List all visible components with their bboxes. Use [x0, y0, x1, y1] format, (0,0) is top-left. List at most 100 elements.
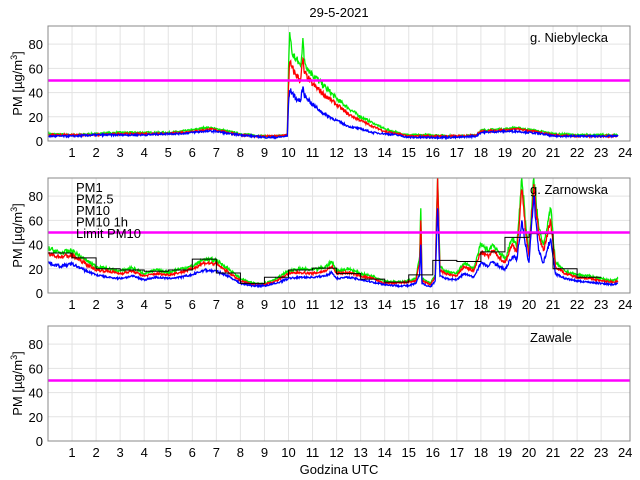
- y-tick-label: 0: [36, 286, 43, 301]
- x-tick-label: 10: [281, 297, 295, 312]
- x-tick-label: 21: [546, 445, 560, 460]
- legend-entry: PM1: [76, 180, 103, 195]
- station-label: Zawale: [530, 330, 572, 345]
- x-tick-label: 18: [474, 445, 488, 460]
- x-tick-label: 12: [329, 145, 343, 160]
- x-tick-label: 19: [498, 145, 512, 160]
- x-tick-label: 5: [165, 145, 172, 160]
- y-axis-label-bracket: ]: [10, 51, 25, 55]
- legend-entry: PM10 1h: [76, 215, 128, 230]
- x-tick-label: 12: [329, 445, 343, 460]
- y-tick-label: 40: [29, 86, 43, 101]
- y-axis-label-superscript: 3: [9, 355, 19, 360]
- plot-frame: [47, 177, 631, 294]
- x-tick-label: 20: [522, 297, 536, 312]
- x-tick-label: 7: [213, 297, 220, 312]
- x-tick-label: 18: [474, 297, 488, 312]
- x-tick-label: 1: [68, 145, 75, 160]
- y-tick-label: 0: [36, 434, 43, 449]
- x-tick-label: 4: [141, 445, 148, 460]
- x-tick-label: 8: [237, 297, 244, 312]
- x-tick-label: 4: [141, 297, 148, 312]
- station-label: g. Zarnowska: [530, 182, 609, 197]
- x-tick-label: 18: [474, 145, 488, 160]
- y-tick-label: 60: [29, 61, 43, 76]
- y-tick-label: 20: [29, 410, 43, 425]
- x-tick-label: 22: [570, 145, 584, 160]
- x-tick-label: 2: [92, 445, 99, 460]
- y-tick-label: 20: [29, 262, 43, 277]
- y-axis-label: PM [µg/m3]: [9, 351, 25, 416]
- x-tick-label: 4: [141, 145, 148, 160]
- x-tick-label: 21: [546, 297, 560, 312]
- x-tick-label: 19: [498, 445, 512, 460]
- x-tick-label: 2: [92, 145, 99, 160]
- y-tick-label: 40: [29, 238, 43, 253]
- x-tick-label: 6: [189, 145, 196, 160]
- x-tick-label: 20: [522, 445, 536, 460]
- x-tick-label: 23: [594, 445, 608, 460]
- x-axis-label: Godzina UTC: [300, 462, 379, 477]
- station-label: g. Niebylecka: [530, 30, 609, 45]
- x-tick-label: 8: [237, 145, 244, 160]
- x-tick-label: 13: [353, 297, 367, 312]
- x-tick-label: 6: [189, 445, 196, 460]
- y-axis-label: PM [µg/m3]: [9, 203, 25, 268]
- y-tick-label: 60: [29, 361, 43, 376]
- y-tick-label: 20: [29, 110, 43, 125]
- x-tick-label: 22: [570, 297, 584, 312]
- x-tick-label: 17: [450, 297, 464, 312]
- x-tick-label: 1: [68, 297, 75, 312]
- plot-area: [48, 26, 630, 141]
- plot-frame: [47, 25, 631, 142]
- x-tick-label: 17: [450, 145, 464, 160]
- x-tick-label: 24: [618, 297, 632, 312]
- x-tick-label: 13: [353, 445, 367, 460]
- x-tick-label: 12: [329, 297, 343, 312]
- x-tick-label: 5: [165, 445, 172, 460]
- y-axis-label-superscript: 3: [9, 55, 19, 60]
- y-tick-label: 80: [29, 189, 43, 204]
- x-tick-label: 17: [450, 445, 464, 460]
- x-tick-label: 9: [261, 445, 268, 460]
- x-tick-label: 3: [117, 145, 124, 160]
- x-tick-label: 11: [306, 297, 320, 312]
- x-tick-label: 11: [306, 445, 320, 460]
- x-tick-label: 5: [165, 297, 172, 312]
- x-tick-label: 14: [377, 145, 391, 160]
- x-tick-label: 9: [261, 297, 268, 312]
- x-tick-label: 24: [618, 145, 632, 160]
- y-tick-label: 80: [29, 337, 43, 352]
- x-tick-label: 16: [426, 297, 440, 312]
- series-pm10-line: [47, 32, 619, 139]
- x-tick-label: 6: [189, 297, 196, 312]
- x-tick-label: 11: [306, 145, 320, 160]
- x-tick-label: 22: [570, 445, 584, 460]
- y-tick-label: 60: [29, 213, 43, 228]
- x-tick-label: 3: [117, 445, 124, 460]
- x-tick-label: 9: [261, 145, 268, 160]
- series-pm1-line: [47, 86, 619, 141]
- x-tick-label: 23: [594, 297, 608, 312]
- x-tick-label: 16: [426, 445, 440, 460]
- legend-entry: PM10: [76, 203, 110, 218]
- x-tick-label: 15: [402, 297, 416, 312]
- chart-title: 29-5-2021: [309, 5, 368, 20]
- x-tick-label: 14: [377, 445, 391, 460]
- series-pm10-1h-line: [48, 233, 602, 284]
- y-tick-label: 40: [29, 386, 43, 401]
- x-tick-label: 3: [117, 297, 124, 312]
- series-pm1-line: [47, 195, 619, 289]
- x-tick-label: 1: [68, 445, 75, 460]
- x-tick-label: 10: [281, 445, 295, 460]
- legend-entry: Limit PM10: [76, 226, 141, 241]
- x-tick-label: 21: [546, 145, 560, 160]
- plot-area: [48, 326, 630, 441]
- x-tick-label: 7: [213, 445, 220, 460]
- x-tick-label: 16: [426, 145, 440, 160]
- x-tick-label: 19: [498, 297, 512, 312]
